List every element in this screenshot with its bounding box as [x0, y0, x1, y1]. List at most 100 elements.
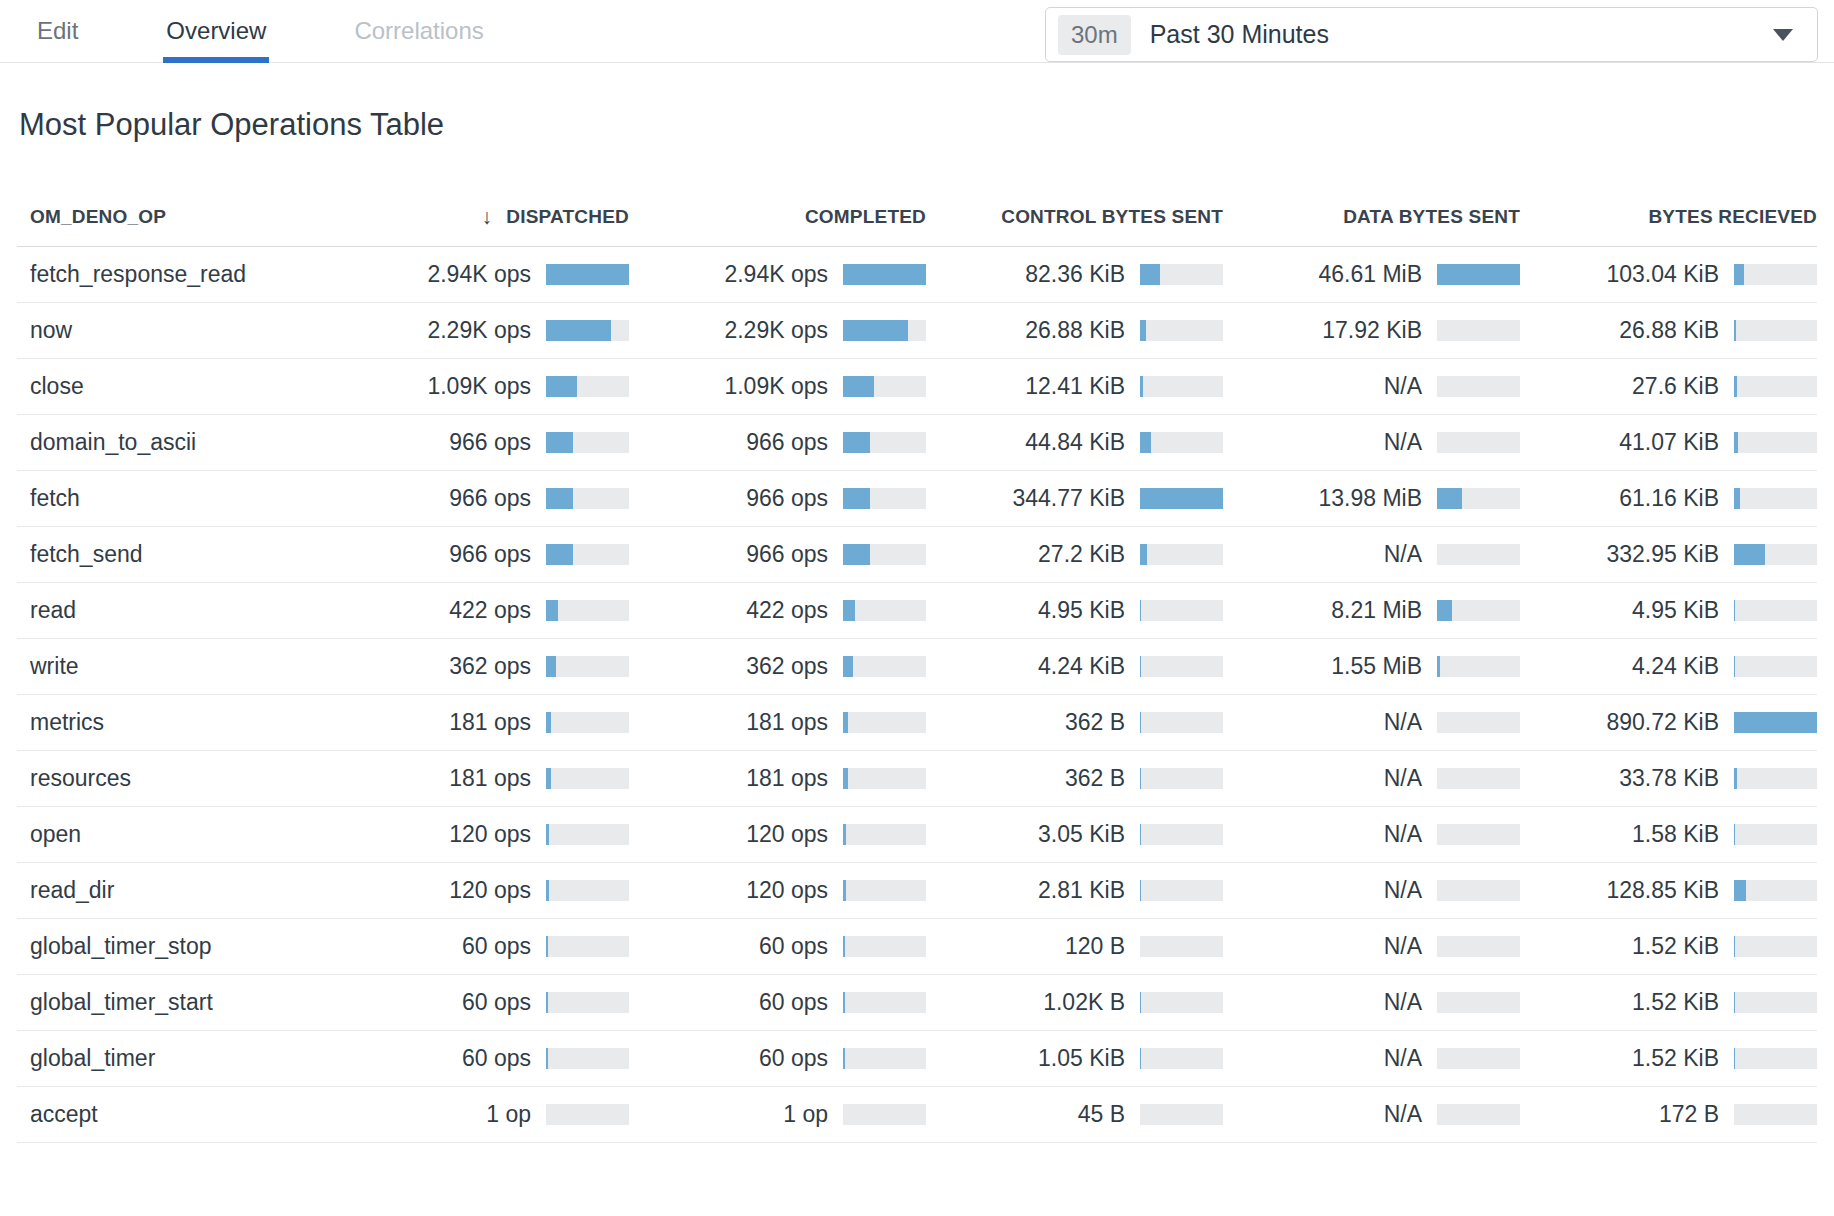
tab-overview[interactable]: Overview: [166, 0, 266, 62]
metric-cell: 422 ops: [629, 597, 926, 624]
table-row: read422 ops422 ops4.95 KiB8.21 MiB4.95 K…: [17, 583, 1817, 639]
time-range-badge: 30m: [1058, 15, 1131, 55]
mini-bar: [1140, 880, 1223, 901]
metric-value: N/A: [1384, 541, 1422, 568]
mini-bar-fill: [1140, 488, 1223, 509]
top-navigation: Edit Overview Correlations 30m Past 30 M…: [0, 0, 1834, 63]
metric-cell: 4.24 KiB: [926, 653, 1223, 680]
table-row: fetch_send966 ops966 ops27.2 KiBN/A332.9…: [17, 527, 1817, 583]
metric-value: 4.24 KiB: [1038, 653, 1125, 680]
mini-bar-fill: [1437, 264, 1520, 285]
metric-value: 4.24 KiB: [1632, 653, 1719, 680]
mini-bar: [546, 544, 629, 565]
mini-bar-fill: [546, 544, 573, 565]
column-header-control-bytes-sent[interactable]: CONTROL BYTES SENT: [926, 206, 1223, 228]
mini-bar-fill: [1140, 320, 1146, 341]
time-range-selector[interactable]: 30m Past 30 Minutes: [1045, 7, 1818, 62]
column-header-data-bytes-sent[interactable]: DATA BYTES SENT: [1223, 206, 1520, 228]
metric-value: N/A: [1384, 821, 1422, 848]
table-row: open120 ops120 ops3.05 KiBN/A1.58 KiB: [17, 807, 1817, 863]
mini-bar-fill: [1140, 656, 1141, 677]
mini-bar: [1437, 544, 1520, 565]
mini-bar: [843, 992, 926, 1013]
mini-bar-fill: [843, 488, 870, 509]
metric-cell: 1.09K ops: [332, 373, 629, 400]
tab-edit[interactable]: Edit: [37, 0, 78, 62]
table-row: fetch_response_read2.94K ops2.94K ops82.…: [17, 247, 1817, 303]
mini-bar: [546, 488, 629, 509]
mini-bar-fill: [1734, 320, 1736, 341]
mini-bar: [1734, 600, 1817, 621]
mini-bar: [1734, 320, 1817, 341]
metric-value: N/A: [1384, 989, 1422, 1016]
metric-value: N/A: [1384, 933, 1422, 960]
metric-cell: 890.72 KiB: [1520, 709, 1817, 736]
metric-value: 362 B: [1065, 765, 1125, 792]
mini-bar: [1734, 488, 1817, 509]
metric-cell: 966 ops: [332, 485, 629, 512]
operation-name: read: [17, 597, 332, 624]
metric-value: 27.2 KiB: [1038, 541, 1125, 568]
mini-bar: [843, 712, 926, 733]
metric-value: 1.09K ops: [427, 373, 531, 400]
mini-bar: [546, 824, 629, 845]
metric-cell: 46.61 MiB: [1223, 261, 1520, 288]
metric-value: 1.09K ops: [724, 373, 828, 400]
metric-cell: N/A: [1223, 373, 1520, 400]
mini-bar: [843, 544, 926, 565]
operation-name: write: [17, 653, 332, 680]
mini-bar-fill: [546, 656, 556, 677]
metric-cell: 60 ops: [332, 1045, 629, 1072]
metric-cell: 8.21 MiB: [1223, 597, 1520, 624]
metric-value: 966 ops: [746, 485, 828, 512]
metric-value: 1.55 MiB: [1331, 653, 1422, 680]
column-header-label: CONTROL BYTES SENT: [1001, 206, 1223, 228]
metric-value: 33.78 KiB: [1619, 765, 1719, 792]
metric-cell: 33.78 KiB: [1520, 765, 1817, 792]
table-row: global_timer60 ops60 ops1.05 KiBN/A1.52 …: [17, 1031, 1817, 1087]
metric-value: 362 ops: [746, 653, 828, 680]
metric-value: 17.92 KiB: [1322, 317, 1422, 344]
metric-cell: N/A: [1223, 1101, 1520, 1128]
metric-cell: 60 ops: [629, 1045, 926, 1072]
table-row: accept1 op1 op45 BN/A172 B: [17, 1087, 1817, 1143]
mini-bar: [1437, 600, 1520, 621]
tab-correlations[interactable]: Correlations: [354, 0, 483, 62]
metric-value: N/A: [1384, 765, 1422, 792]
metric-value: 1.02K B: [1043, 989, 1125, 1016]
operations-table: OM_DENO_OP↓DISPATCHED COMPLETED CONTROL BY…: [17, 205, 1817, 1143]
metric-value: 2.94K ops: [724, 261, 828, 288]
metric-cell: 120 ops: [629, 877, 926, 904]
metric-value: 181 ops: [449, 765, 531, 792]
metric-value: 966 ops: [449, 485, 531, 512]
mini-bar: [1437, 656, 1520, 677]
column-header-label: COMPLETED: [805, 206, 926, 228]
mini-bar: [1734, 824, 1817, 845]
metric-value: N/A: [1384, 1045, 1422, 1072]
mini-bar-fill: [843, 264, 926, 285]
column-header-om-deno-op[interactable]: OM_DENO_OP: [17, 206, 332, 228]
column-header-dispatched[interactable]: ↓DISPATCHED: [332, 205, 629, 229]
mini-bar: [843, 320, 926, 341]
metric-cell: 362 B: [926, 709, 1223, 736]
metric-cell: 26.88 KiB: [1520, 317, 1817, 344]
table-row: fetch966 ops966 ops344.77 KiB13.98 MiB61…: [17, 471, 1817, 527]
metric-cell: 60 ops: [629, 989, 926, 1016]
metric-value: 344.77 KiB: [1012, 485, 1125, 512]
column-header-completed[interactable]: COMPLETED: [629, 206, 926, 228]
metric-value: 1.05 KiB: [1038, 1045, 1125, 1072]
mini-bar-fill: [546, 320, 611, 341]
metric-value: 27.6 KiB: [1632, 373, 1719, 400]
metric-cell: 362 B: [926, 765, 1223, 792]
metric-value: 120 B: [1065, 933, 1125, 960]
metric-cell: 422 ops: [332, 597, 629, 624]
metric-cell: 60 ops: [629, 933, 926, 960]
column-header-bytes-recieved[interactable]: BYTES RECIEVED: [1520, 206, 1817, 228]
metric-cell: 332.95 KiB: [1520, 541, 1817, 568]
mini-bar-fill: [546, 824, 549, 845]
metric-cell: 1.52 KiB: [1520, 933, 1817, 960]
metric-cell: 1.55 MiB: [1223, 653, 1520, 680]
table-row: write362 ops362 ops4.24 KiB1.55 MiB4.24 …: [17, 639, 1817, 695]
metric-value: 61.16 KiB: [1619, 485, 1719, 512]
metric-cell: 966 ops: [629, 541, 926, 568]
